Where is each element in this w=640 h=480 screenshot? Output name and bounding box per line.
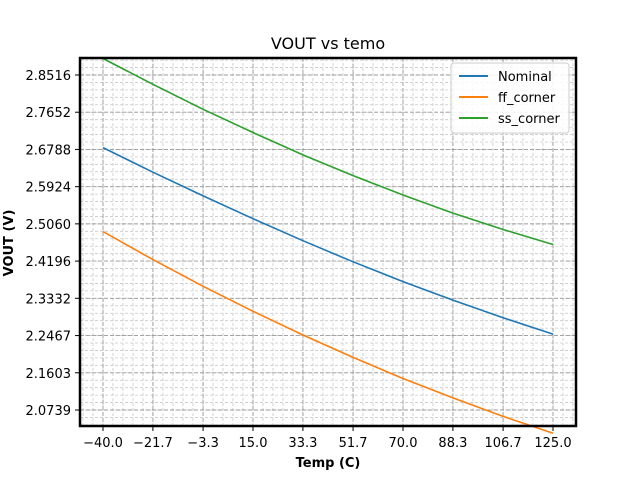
y-tick-label: 2.0739 [26,404,72,419]
y-tick-label: 2.4196 [26,255,72,270]
legend: Nominal ff_corner ss_corner [450,62,570,134]
x-tick-label: 88.3 [438,436,467,451]
x-tick-label: 106.7 [484,436,521,451]
y-tick-label: 2.5060 [26,218,72,233]
y-tick-label: 2.3332 [26,292,72,307]
y-tick-label: 2.7652 [26,106,72,121]
x-axis-label: Temp (C) [296,456,361,471]
y-tick-label: 2.8516 [26,69,72,84]
x-tick-label: 51.7 [339,436,368,451]
y-axis-label: VOUT (V) [2,210,17,277]
chart-title: VOUT vs temo [271,34,385,53]
x-axis-ticks: −40.0 −21.7 −3.3 15.0 33.3 51.7 70.0 88.3 106.7 1… [83,426,572,451]
x-tick-label: −21.7 [133,436,173,451]
legend-box [450,62,570,134]
x-tick-label: 15.0 [239,436,268,451]
legend-entry: ff_corner [498,91,556,106]
y-tick-label: 2.2467 [26,330,72,345]
series-lines [102,57,554,434]
x-tick-label: −40.0 [83,436,123,451]
plot-frame [78,56,578,428]
x-tick-label: 125.0 [534,436,571,451]
series-line-ff-corner [102,230,554,434]
y-tick-label: 2.5924 [26,181,72,196]
y-tick-label: 2.6788 [26,143,72,158]
y-axis-ticks: 2.0739 2.1603 2.2467 2.3332 2.4196 2.5060 2.59… [26,69,80,419]
series-line-ss-corner [102,57,554,246]
y-tick-label: 2.1603 [26,367,72,382]
series-line-nominal [102,146,554,335]
x-tick-label: −3.3 [187,436,219,451]
legend-entry: Nominal [498,70,552,85]
x-tick-label: 70.0 [389,436,418,451]
x-tick-label: 33.3 [288,436,317,451]
legend-entry: ss_corner [498,112,561,127]
